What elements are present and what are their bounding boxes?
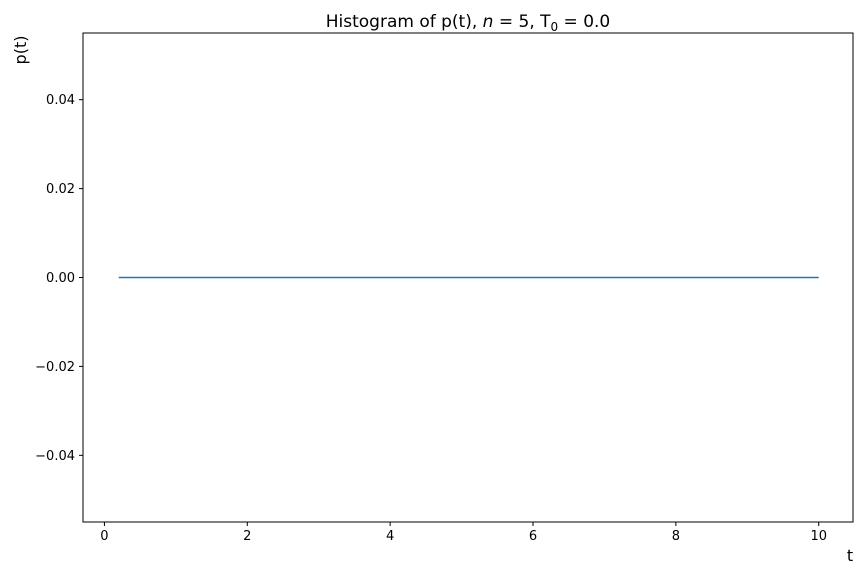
y-tick-label: 0.04 bbox=[46, 93, 75, 108]
y-tick-label: 0.00 bbox=[46, 271, 75, 286]
title-t-text: = 0.0 bbox=[558, 12, 610, 32]
y-axis: 0.04 0.02 0.00 −0.02 −0.04 bbox=[35, 93, 83, 464]
x-tick-label: 2 bbox=[243, 529, 251, 544]
x-tick-label: 8 bbox=[672, 529, 680, 544]
title-n-symbol: n bbox=[483, 12, 494, 32]
x-tick-label: 10 bbox=[810, 529, 827, 544]
x-tick-label: 6 bbox=[529, 529, 537, 544]
x-tick-label: 0 bbox=[100, 529, 108, 544]
y-axis-label: p(t) bbox=[11, 36, 30, 65]
x-axis-label: t bbox=[847, 546, 853, 565]
x-axis: 0 2 4 6 8 10 bbox=[100, 522, 827, 544]
chart-title: Histogram of p(t), n = 5, T0 = 0.0 bbox=[326, 12, 611, 34]
y-tick-label: −0.02 bbox=[35, 360, 75, 375]
title-n-text: = 5, T bbox=[493, 12, 551, 32]
title-t-subscript: 0 bbox=[551, 20, 559, 34]
title-prefix: Histogram of p(t), bbox=[326, 12, 483, 32]
x-tick-label: 4 bbox=[386, 529, 394, 544]
y-tick-label: −0.04 bbox=[35, 449, 75, 464]
y-tick-label: 0.02 bbox=[46, 182, 75, 197]
